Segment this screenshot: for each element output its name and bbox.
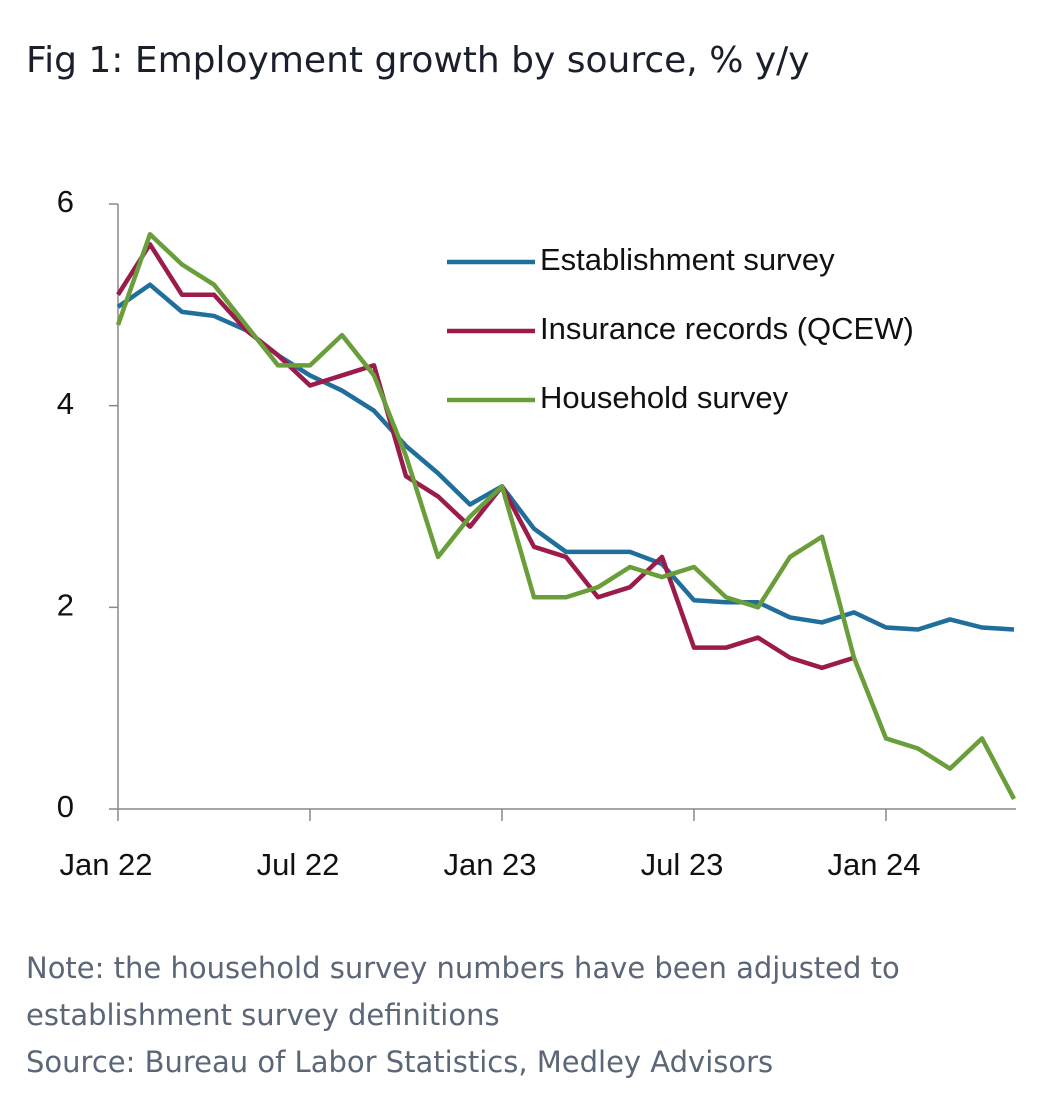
source: Source: Bureau of Labor Statistics, Medl… — [26, 1045, 774, 1079]
y-tick-label: 4 — [57, 386, 74, 421]
x-tick-label: Jan 24 — [827, 847, 920, 882]
note: Note: the household survey numbers have … — [26, 951, 900, 1032]
x-tick-label: Jul 22 — [257, 847, 340, 882]
legend-label: Household survey — [540, 380, 789, 415]
y-tick-label: 2 — [57, 588, 74, 623]
x-tick-label: Jan 22 — [59, 847, 152, 882]
notes: Note: the household survey numbers have … — [26, 945, 1006, 1086]
x-tick-label: Jul 23 — [641, 847, 724, 882]
chart: 0 2 4 6 Jan 22 Jul 22 Jan 23 Jul 23 Jan 24 Establ… — [57, 184, 1016, 882]
series-line — [116, 242, 855, 671]
y-tick-label: 6 — [57, 184, 74, 219]
legend-label: Insurance records (QCEW) — [540, 311, 914, 346]
series-line — [115, 232, 1016, 800]
chart-title: Fig 1: Employment growth by source, % y/… — [26, 40, 810, 81]
y-tick-label: 0 — [57, 789, 74, 824]
x-tick-label: Jan 23 — [443, 847, 536, 882]
legend-label: Establishment survey — [540, 242, 835, 277]
